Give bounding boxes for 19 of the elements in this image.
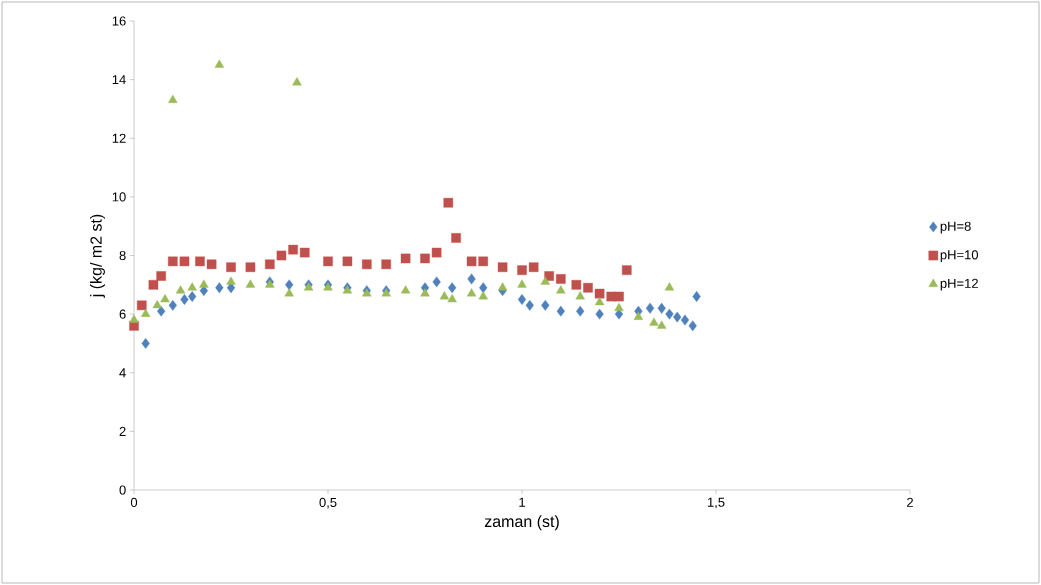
y-tick-label: 12 [112, 133, 126, 143]
legend-label: pH=10 [940, 250, 979, 262]
y-tick-label: 10 [112, 192, 126, 202]
y-tick-label: 14 [112, 75, 126, 85]
y-tick-label: 8 [119, 250, 126, 261]
legend-label: pH=8 [940, 221, 971, 234]
x-tick-label: 1 [519, 497, 525, 507]
x-tick-label: 0,5 [319, 497, 337, 509]
x-tick-label: 0 [130, 497, 138, 507]
y-axis-title: j (kg/ m2 st) [90, 214, 105, 298]
y-tick-label: 2 [119, 426, 126, 436]
x-tick-label: 2 [907, 497, 913, 507]
x-tick-label: 1,5 [707, 497, 725, 509]
legend-label: pH=12 [940, 278, 978, 291]
y-tick-label: 6 [119, 309, 126, 319]
y-tick-label: 4 [119, 368, 126, 378]
y-tick-label: 0 [119, 485, 126, 495]
y-tick-label: 16 [112, 16, 126, 26]
x-axis-title: zaman (st) [484, 515, 559, 531]
